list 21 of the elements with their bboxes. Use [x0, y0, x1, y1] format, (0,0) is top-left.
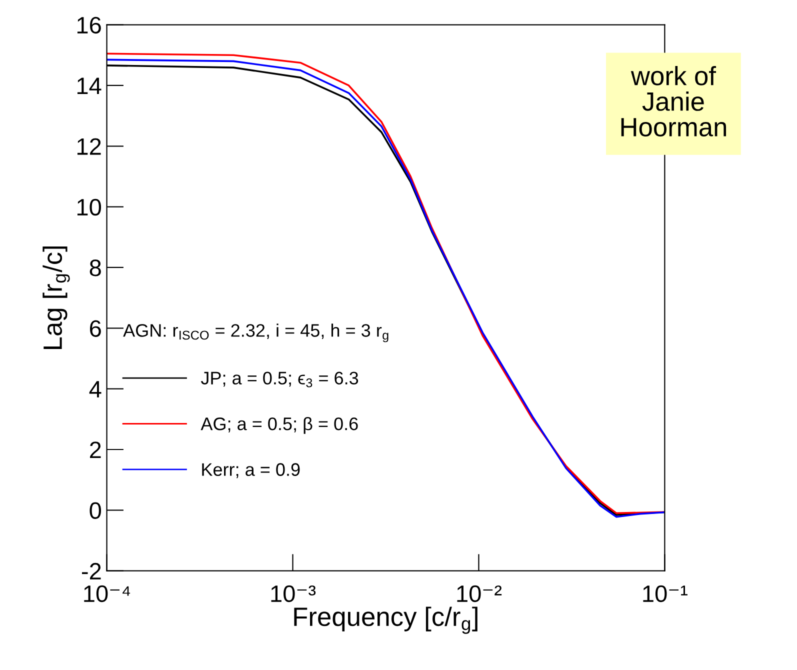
x-tick-label: 10⁻³	[271, 585, 316, 602]
y-tick-label: 8	[90, 260, 101, 276]
y-tick-label: -2	[82, 562, 101, 580]
y-tick-label: 2	[90, 442, 101, 458]
legend-label: AG; a = 0.5; β = 0.6	[200, 416, 358, 434]
y-tick-label: 6	[90, 320, 101, 337]
y-tick-label: 12	[77, 138, 101, 155]
x-axis-title: Frequency [c/r$_{g}$]	[294, 606, 478, 634]
x-tick-label: 10⁻¹	[643, 585, 688, 602]
legend-label: JP; a = 0.5; ϵ$_{3}$ = 6.3	[200, 372, 358, 388]
x-tick-label: 10⁻²	[457, 585, 502, 602]
y-tick-label: 0	[90, 502, 102, 519]
y-tick-label: 4	[89, 381, 102, 398]
legend-label: Kerr; a = 0.9	[202, 463, 300, 478]
x-tick-label: 10⁻⁴	[84, 585, 130, 602]
y-tick-label: 14	[77, 78, 102, 94]
annotation: work of Janie Hoorman	[621, 66, 726, 136]
y-tick-label: 10	[77, 198, 102, 216]
legend-title: AGN: r$_{ISCO}$ = 2.32, i = 45, h = 3 r$_{g}$	[123, 324, 388, 342]
y-axis-title: Lag [r$_{g}$/c]	[42, 246, 70, 349]
y-tick-label: 16	[77, 16, 101, 34]
